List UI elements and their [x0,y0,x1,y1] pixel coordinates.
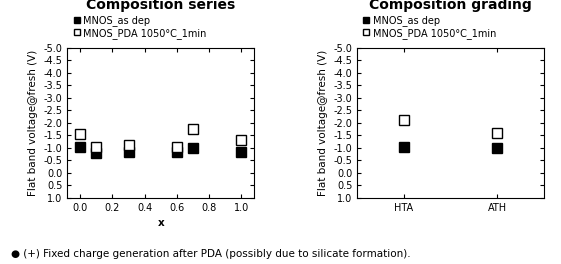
Title: Composition series: Composition series [86,0,236,12]
Y-axis label: Flat band voltage@fresh (V): Flat band voltage@fresh (V) [318,50,328,196]
Legend: MNOS_as dep, MNOS_PDA 1050°C_1min: MNOS_as dep, MNOS_PDA 1050°C_1min [362,14,497,40]
Title: Composition grading: Composition grading [369,0,532,12]
Legend: MNOS_as dep, MNOS_PDA 1050°C_1min: MNOS_as dep, MNOS_PDA 1050°C_1min [72,14,207,40]
X-axis label: x: x [158,218,164,228]
Text: ● (+) Fixed charge generation after PDA (possibly due to silicate formation).: ● (+) Fixed charge generation after PDA … [11,249,411,259]
Y-axis label: Flat band voltage@fresh (V): Flat band voltage@fresh (V) [28,50,38,196]
